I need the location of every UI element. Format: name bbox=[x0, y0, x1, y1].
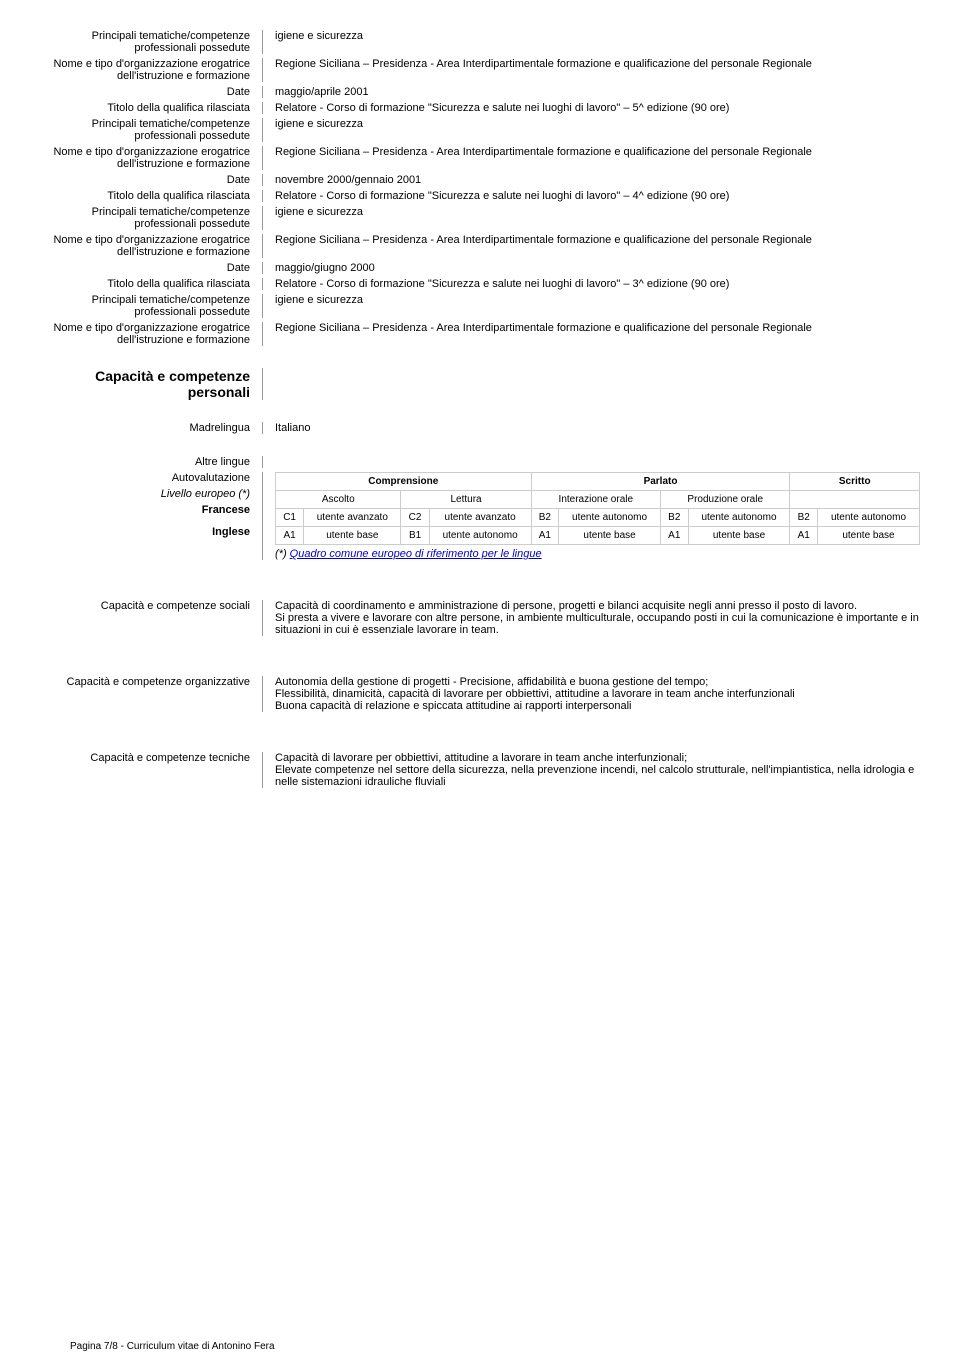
tecniche-label: Capacità e competenze tecniche bbox=[40, 752, 263, 788]
tematiche-label: Principali tematiche/competenze professi… bbox=[40, 118, 263, 142]
language-cell: A1 bbox=[531, 527, 559, 545]
tematiche-label: Principali tematiche/competenze professi… bbox=[40, 206, 263, 230]
hdr-parlato: Parlato bbox=[531, 473, 790, 491]
date-value: maggio/giugno 2000 bbox=[263, 262, 920, 274]
language-cell: utente autonomo bbox=[688, 509, 790, 527]
language-cell: A1 bbox=[790, 527, 818, 545]
language-cell: utente base bbox=[559, 527, 661, 545]
language-cell: utente base bbox=[304, 527, 401, 545]
language-name: Francese bbox=[40, 504, 250, 522]
language-cell: C2 bbox=[401, 509, 429, 527]
language-cell: utente autonomo bbox=[429, 527, 531, 545]
language-cell: B2 bbox=[531, 509, 559, 527]
titolo-label: Titolo della qualifica rilasciata bbox=[40, 102, 263, 114]
tematiche-label: Principali tematiche/competenze professi… bbox=[40, 30, 263, 54]
language-table: Comprensione Parlato Scritto Ascolto Let… bbox=[275, 472, 920, 545]
sociali-label: Capacità e competenze sociali bbox=[40, 600, 263, 636]
ref-prefix: (*) bbox=[275, 548, 290, 560]
language-cell: utente base bbox=[817, 527, 919, 545]
hdr-scritto: Scritto bbox=[790, 473, 920, 491]
language-cell: utente avanzato bbox=[429, 509, 531, 527]
hdr-interazione: Interazione orale bbox=[531, 491, 660, 509]
tecniche-value: Capacità di lavorare per obbiettivi, att… bbox=[263, 752, 920, 788]
language-cell: utente autonomo bbox=[559, 509, 661, 527]
language-cell: utente avanzato bbox=[304, 509, 401, 527]
hdr-comprensione: Comprensione bbox=[276, 473, 532, 491]
language-cell: utente autonomo bbox=[817, 509, 919, 527]
org-value: Regione Siciliana – Presidenza - Area In… bbox=[263, 58, 920, 82]
tematiche-label: Principali tematiche/competenze professi… bbox=[40, 294, 263, 318]
section-personal-heading: Capacità e competenze personali bbox=[40, 368, 263, 400]
date-value: novembre 2000/gennaio 2001 bbox=[263, 174, 920, 186]
org-value: Regione Siciliana – Presidenza - Area In… bbox=[263, 146, 920, 170]
language-cell: C1 bbox=[276, 509, 304, 527]
organizzative-label: Capacità e competenze organizzative bbox=[40, 676, 263, 712]
hdr-ascolto: Ascolto bbox=[276, 491, 401, 509]
date-label: Date bbox=[40, 262, 263, 274]
language-cell: B1 bbox=[401, 527, 429, 545]
tematiche-value: igiene e sicurezza bbox=[263, 30, 920, 54]
hdr-produzione: Produzione orale bbox=[661, 491, 790, 509]
titolo-label: Titolo della qualifica rilasciata bbox=[40, 278, 263, 290]
sociali-value: Capacità di coordinamento e amministrazi… bbox=[263, 600, 920, 636]
tematiche-value: igiene e sicurezza bbox=[263, 294, 920, 318]
titolo-label: Titolo della qualifica rilasciata bbox=[40, 190, 263, 202]
language-row: A1utente baseB1utente autonomoA1utente b… bbox=[276, 527, 920, 545]
language-row: C1utente avanzatoC2utente avanzatoB2uten… bbox=[276, 509, 920, 527]
livello-label: Livello europeo (*) bbox=[40, 488, 250, 500]
page-footer: Pagina 7/8 - Curriculum vitae di Antonin… bbox=[70, 1341, 275, 1352]
altre-lingue-label: Altre lingue bbox=[40, 456, 263, 468]
org-label: Nome e tipo d'organizzazione erogatrice … bbox=[40, 146, 263, 170]
titolo-value: Relatore - Corso di formazione "Sicurezz… bbox=[263, 102, 920, 114]
language-cell: B2 bbox=[790, 509, 818, 527]
org-value: Regione Siciliana – Presidenza - Area In… bbox=[263, 234, 920, 258]
date-value: maggio/aprile 2001 bbox=[263, 86, 920, 98]
hdr-lettura: Lettura bbox=[401, 491, 531, 509]
language-cell: A1 bbox=[661, 527, 689, 545]
autovalutazione-label: Autovalutazione bbox=[40, 472, 250, 484]
date-label: Date bbox=[40, 174, 263, 186]
org-value: Regione Siciliana – Presidenza - Area In… bbox=[263, 322, 920, 346]
tematiche-value: igiene e sicurezza bbox=[263, 206, 920, 230]
language-cell: B2 bbox=[661, 509, 689, 527]
org-label: Nome e tipo d'organizzazione erogatrice … bbox=[40, 58, 263, 82]
madrelingua-label: Madrelingua bbox=[40, 422, 263, 434]
language-cell: A1 bbox=[276, 527, 304, 545]
org-label: Nome e tipo d'organizzazione erogatrice … bbox=[40, 322, 263, 346]
tematiche-value: igiene e sicurezza bbox=[263, 118, 920, 142]
language-cell: utente base bbox=[688, 527, 790, 545]
titolo-value: Relatore - Corso di formazione "Sicurezz… bbox=[263, 190, 920, 202]
ref-link[interactable]: Quadro comune europeo di riferimento per… bbox=[290, 548, 542, 560]
org-label: Nome e tipo d'organizzazione erogatrice … bbox=[40, 234, 263, 258]
language-name: Inglese bbox=[40, 526, 250, 544]
organizzative-value: Autonomia della gestione di progetti - P… bbox=[263, 676, 920, 712]
madrelingua-value: Italiano bbox=[263, 422, 920, 434]
date-label: Date bbox=[40, 86, 263, 98]
titolo-value: Relatore - Corso di formazione "Sicurezz… bbox=[263, 278, 920, 290]
